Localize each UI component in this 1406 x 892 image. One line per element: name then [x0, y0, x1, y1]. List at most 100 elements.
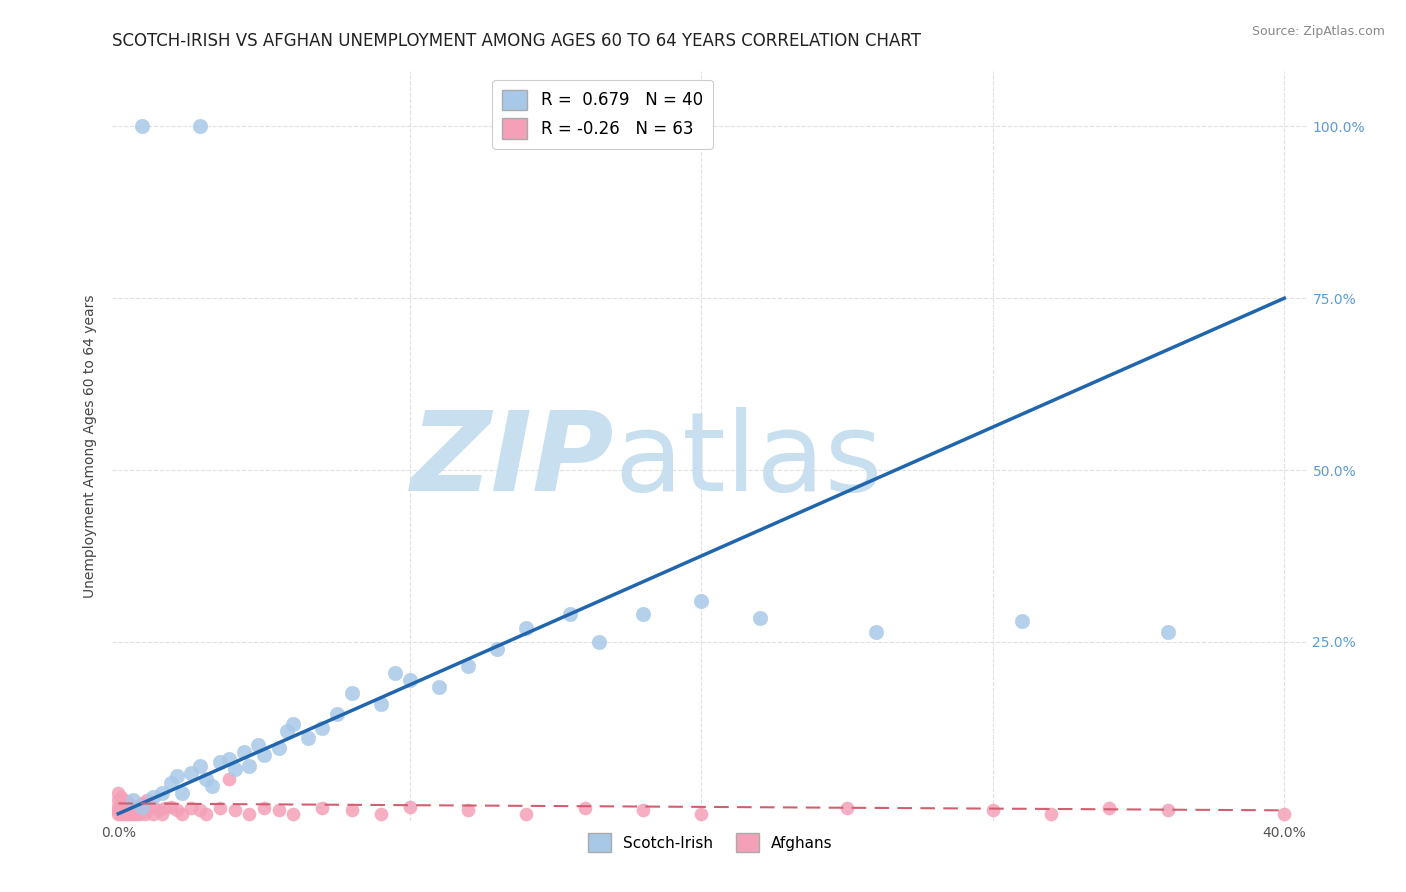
Point [112, 801, 135, 815]
Point [232, 745, 254, 759]
Point [1156, 803, 1178, 817]
Point [267, 803, 290, 817]
Point [311, 801, 333, 815]
Point [112, 806, 135, 821]
Point [283, 717, 305, 731]
Point [125, 806, 148, 821]
Point [865, 624, 887, 639]
Point [136, 793, 159, 807]
Point [148, 803, 170, 817]
Point [122, 806, 145, 821]
Point [224, 803, 246, 817]
Point [115, 806, 138, 821]
Point [370, 806, 392, 821]
Point [515, 806, 537, 821]
Text: SCOTCH-IRISH VS AFGHAN UNEMPLOYMENT AMONG AGES 60 TO 64 YEARS CORRELATION CHART: SCOTCH-IRISH VS AFGHAN UNEMPLOYMENT AMON… [112, 32, 921, 50]
Point [122, 803, 145, 817]
Point [150, 786, 173, 800]
Text: Source: ZipAtlas.com: Source: ZipAtlas.com [1251, 25, 1385, 38]
Point [110, 806, 132, 821]
Point [1011, 615, 1033, 629]
Point [690, 806, 713, 821]
Point [297, 731, 319, 746]
Point [558, 607, 581, 622]
Point [166, 803, 188, 817]
Point [112, 797, 135, 811]
Point [218, 772, 240, 787]
Point [118, 806, 141, 821]
Point [131, 800, 153, 814]
Point [131, 803, 153, 817]
Point [142, 800, 165, 814]
Point [153, 801, 176, 815]
Point [194, 772, 217, 787]
Point [276, 724, 298, 739]
Point [326, 707, 349, 722]
Point [631, 607, 654, 622]
Point [136, 803, 159, 817]
Point [188, 803, 211, 817]
Point [107, 800, 129, 814]
Point [107, 786, 129, 800]
Text: atlas: atlas [614, 408, 883, 515]
Point [180, 765, 202, 780]
Point [486, 641, 509, 656]
Point [118, 800, 141, 814]
Point [122, 793, 145, 807]
Point [253, 748, 276, 763]
Point [515, 621, 537, 635]
Point [1040, 806, 1063, 821]
Point [110, 803, 132, 817]
Point [128, 800, 150, 814]
Point [224, 762, 246, 776]
Point [588, 635, 610, 649]
Point [457, 659, 479, 673]
Point [115, 794, 138, 808]
Point [238, 758, 260, 772]
Text: ZIP: ZIP [411, 408, 614, 515]
Y-axis label: Unemployment Among Ages 60 to 64 years: Unemployment Among Ages 60 to 64 years [83, 294, 97, 598]
Point [188, 758, 211, 772]
Point [115, 803, 138, 817]
Point [370, 697, 392, 711]
Point [107, 793, 129, 807]
Point [128, 806, 150, 821]
Legend: Scotch-Irish, Afghans: Scotch-Irish, Afghans [582, 827, 838, 858]
Point [311, 721, 333, 735]
Point [283, 806, 305, 821]
Point [122, 798, 145, 813]
Point [340, 686, 363, 700]
Point [1098, 801, 1121, 815]
Point [574, 801, 596, 815]
Point [748, 611, 770, 625]
Point [209, 755, 232, 769]
Point [131, 120, 153, 134]
Point [218, 752, 240, 766]
Point [107, 803, 129, 817]
Point [384, 665, 406, 680]
Point [238, 806, 260, 821]
Point [200, 779, 222, 793]
Point [110, 800, 132, 814]
Point [150, 806, 173, 821]
Point [107, 806, 129, 821]
Point [134, 801, 156, 815]
Point [134, 806, 156, 821]
Point [159, 800, 181, 814]
Point [131, 797, 153, 811]
Point [427, 680, 450, 694]
Point [267, 741, 290, 756]
Point [125, 801, 148, 815]
Point [253, 801, 276, 815]
Point [180, 801, 202, 815]
Point [690, 593, 713, 607]
Point [194, 806, 217, 821]
Point [110, 789, 132, 804]
Point [159, 776, 181, 790]
Point [142, 789, 165, 804]
Point [631, 803, 654, 817]
Point [398, 673, 420, 687]
Point [188, 120, 211, 134]
Point [398, 800, 420, 814]
Point [247, 738, 270, 752]
